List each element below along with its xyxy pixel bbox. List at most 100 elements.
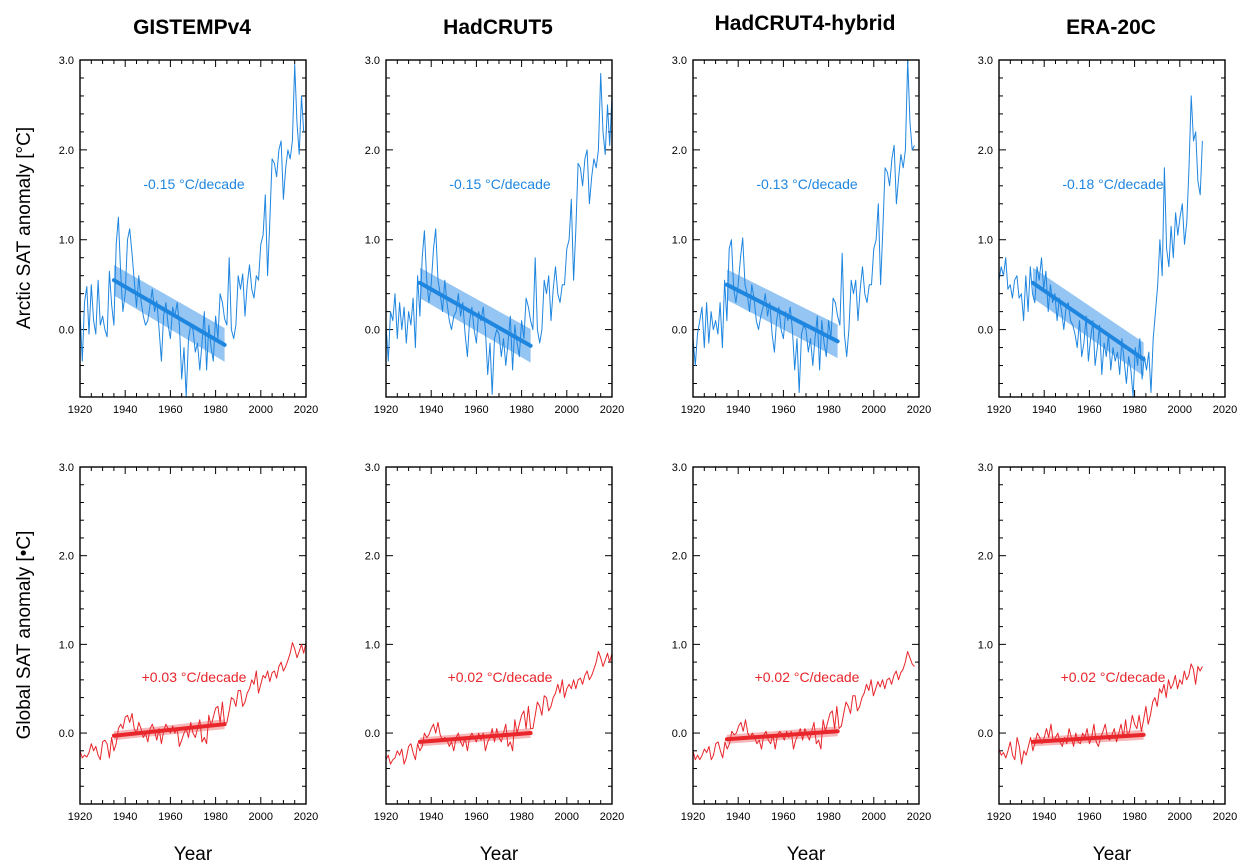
x-axis-label: Year — [174, 844, 213, 865]
y-tick-label: 1.0 — [59, 639, 74, 651]
plot-frame — [79, 59, 307, 398]
x-tick-label: 1920 — [681, 404, 705, 416]
x-tick-label: 2020 — [600, 404, 624, 416]
x-tick-label: 1960 — [464, 811, 488, 823]
y-tick-label: 2.0 — [365, 145, 380, 157]
trend-line — [111, 722, 227, 738]
x-tick-label: 2000 — [1168, 811, 1192, 823]
y-tick-label: 0.0 — [978, 325, 993, 337]
x-tick-label: 2020 — [294, 404, 318, 416]
x-tick-label: 1980 — [203, 404, 227, 416]
y-tick-label: 3.0 — [978, 462, 993, 474]
x-tick-label: 1920 — [374, 811, 398, 823]
y-tick-label: 0.0 — [59, 325, 74, 337]
x-tick-label: 1920 — [374, 404, 398, 416]
x-tick-label: 2000 — [249, 404, 273, 416]
x-tick-label: 2000 — [1168, 404, 1192, 416]
trend-label: -0.15 °C/decade — [449, 176, 551, 192]
y-tick-label: 2.0 — [59, 145, 74, 157]
trend-label: -0.15 °C/decade — [143, 176, 245, 192]
plot-frame — [385, 466, 613, 805]
y-tick-label: 0.0 — [672, 728, 687, 740]
series-line — [692, 59, 915, 393]
trend-label: +0.02 °C/decade — [1061, 669, 1166, 685]
series-line — [79, 64, 305, 398]
x-tick-label: 1980 — [816, 811, 840, 823]
y-tick-label: 2.0 — [978, 551, 993, 563]
x-tick-label: 1940 — [419, 811, 443, 823]
column-title-gistempv4: GISTEMPv4 — [133, 16, 251, 39]
y-tick-label: 1.0 — [365, 639, 380, 651]
x-tick-label: 1940 — [726, 811, 750, 823]
y-tick-label: 2.0 — [672, 551, 687, 563]
trend-line — [724, 729, 840, 742]
trend-line — [1030, 732, 1146, 744]
y-tick-label: 2.0 — [672, 145, 687, 157]
x-tick-label: 1940 — [726, 404, 750, 416]
plot-frame — [692, 466, 920, 805]
x-tick-label: 1960 — [464, 404, 488, 416]
x-tick-label: 1940 — [1032, 811, 1056, 823]
panel-arctic-era-20c: 1920 1940 1960 1980 2000 2020 0.0 1.0 2.0 3.0 -0.1… — [978, 55, 1238, 416]
x-tick-label: 1940 — [113, 811, 137, 823]
x-tick-label: 1960 — [771, 404, 795, 416]
x-tick-label: 1960 — [158, 811, 182, 823]
x-axis-label: Year — [480, 844, 519, 865]
trend-label: -0.13 °C/decade — [756, 176, 858, 192]
x-tick-label: 2020 — [907, 404, 931, 416]
y-tick-label: 1.0 — [978, 639, 993, 651]
plot-frame — [692, 59, 920, 398]
y-tick-label: 3.0 — [365, 55, 380, 67]
trend-line — [1030, 280, 1146, 362]
x-tick-label: 2000 — [555, 404, 579, 416]
series-line — [692, 651, 915, 761]
panel-global-gistempv4: 1920 1940 1960 1980 2000 2020 0.0 1.0 2.0 3.0 +0.0… — [59, 462, 319, 865]
plot-frame — [385, 59, 613, 398]
x-tick-label: 1920 — [68, 404, 92, 416]
panel-arctic-gistempv4: 1920 1940 1960 1980 2000 2020 0.0 1.0 2.0 3.0 -0.1… — [59, 55, 319, 416]
column-title-hadcrut5: HadCRUT5 — [443, 16, 553, 39]
x-tick-label: 2000 — [862, 404, 886, 416]
x-tick-label: 1980 — [509, 811, 533, 823]
trend-line — [724, 282, 840, 344]
x-tick-label: 1920 — [987, 404, 1011, 416]
panel-global-hadcrut5: 1920 1940 1960 1980 2000 2020 0.0 1.0 2.0 3.0 +0.0… — [365, 462, 625, 865]
x-tick-label: 1980 — [1122, 404, 1146, 416]
x-tick-label: 1920 — [987, 811, 1011, 823]
y-tick-label: 3.0 — [365, 462, 380, 474]
y-tick-label: 3.0 — [59, 462, 74, 474]
y-tick-label: 3.0 — [672, 55, 687, 67]
trend-label: +0.02 °C/decade — [755, 669, 860, 685]
x-tick-label: 1940 — [113, 404, 137, 416]
trend-line — [111, 278, 227, 347]
column-title-hadcrut4-hybrid: HadCRUT4-hybrid — [715, 12, 896, 35]
x-tick-label: 1920 — [681, 811, 705, 823]
x-tick-label: 2020 — [1213, 811, 1237, 823]
y-tick-label: 1.0 — [672, 639, 687, 651]
trend-line — [417, 731, 533, 744]
y-tick-label: 1.0 — [978, 235, 993, 247]
x-tick-label: 1980 — [203, 811, 227, 823]
trend-line — [417, 280, 533, 348]
y-tick-label: 1.0 — [672, 235, 687, 247]
y-tick-label: 0.0 — [672, 325, 687, 337]
plot-frame — [998, 59, 1226, 398]
y-tick-label: 2.0 — [365, 551, 380, 563]
x-tick-label: 1980 — [816, 404, 840, 416]
x-tick-label: 1940 — [419, 404, 443, 416]
column-title-era-20c: ERA-20C — [1066, 16, 1156, 39]
y-tick-label: 2.0 — [978, 145, 993, 157]
y-tick-label: 0.0 — [365, 325, 380, 337]
x-tick-label: 1980 — [1122, 811, 1146, 823]
x-tick-label: 2000 — [249, 811, 273, 823]
plot-frame — [998, 466, 1226, 805]
x-tick-label: 2020 — [1213, 404, 1237, 416]
x-tick-label: 1920 — [68, 811, 92, 823]
x-tick-label: 2000 — [862, 811, 886, 823]
x-tick-label: 1960 — [1077, 404, 1101, 416]
column-titles: GISTEMPv4 HadCRUT5 HadCRUT4-hybrid ERA-2… — [133, 12, 1156, 39]
y-tick-label: 0.0 — [365, 728, 380, 740]
x-tick-label: 2020 — [907, 811, 931, 823]
series-line — [385, 73, 613, 395]
